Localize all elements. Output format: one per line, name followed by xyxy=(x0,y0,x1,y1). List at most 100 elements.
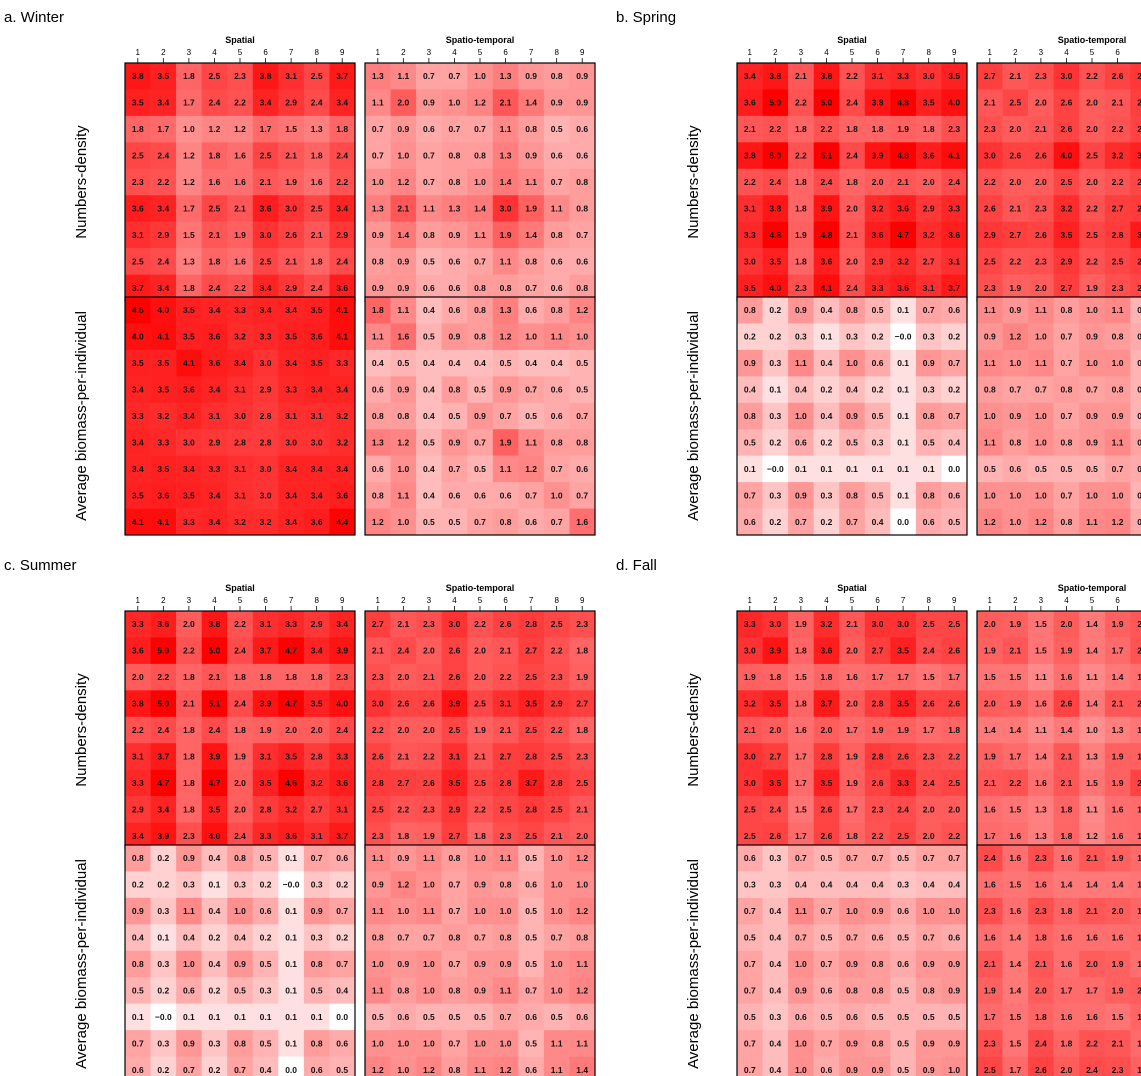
cell-value-label: 0.7 xyxy=(744,490,756,500)
cell-value-label: 1.9 xyxy=(1086,283,1098,293)
heatmap-cell xyxy=(543,429,570,456)
heatmap-cell xyxy=(762,508,789,536)
heatmap-cell xyxy=(252,168,279,196)
heatmap-cell xyxy=(864,716,891,744)
heatmap-cell xyxy=(390,716,417,744)
heatmap-cell xyxy=(125,690,151,718)
cell-value-label: 0.9 xyxy=(1009,305,1021,315)
cell-value-label: 1.1 xyxy=(500,464,512,474)
cell-value-label: 1.8 xyxy=(336,124,348,134)
cell-value-label: 3.3 xyxy=(157,437,169,447)
cell-value-label: 2.1 xyxy=(551,831,563,841)
heatmap-cell xyxy=(365,1003,391,1031)
cell-value-label: 4.0 xyxy=(948,98,960,108)
heatmap-cell xyxy=(839,769,866,797)
column-tick-label: 2 xyxy=(401,48,406,57)
heatmap-cell xyxy=(227,950,254,978)
heatmap-cell xyxy=(788,871,814,899)
cell-value-label: 0.9 xyxy=(525,151,537,161)
heatmap-cell xyxy=(1130,455,1141,483)
cell-value-label: 0.8 xyxy=(372,933,384,943)
cell-value-label: 3.0 xyxy=(744,646,756,656)
heatmap-cell xyxy=(569,743,596,770)
heatmap-cell xyxy=(278,508,305,536)
heatmap-cell xyxy=(492,323,519,351)
heatmap-cell xyxy=(176,977,202,1004)
cell-value-label: 1.7 xyxy=(846,725,858,735)
heatmap-cell xyxy=(915,924,942,952)
cell-value-label: 0.5 xyxy=(872,490,884,500)
cell-value-label: 3.0 xyxy=(500,203,512,213)
cell-value-label: 2.2 xyxy=(234,619,246,629)
heatmap-cell xyxy=(416,690,442,718)
cell-value-label: 1.8 xyxy=(260,672,272,682)
cell-value-label: 0.2 xyxy=(744,332,756,342)
cell-value-label: 2.3 xyxy=(984,124,996,134)
cell-value-label: 2.4 xyxy=(209,725,221,735)
cell-value-label: 0.1 xyxy=(897,358,909,368)
cell-value-label: 1.6 xyxy=(1009,853,1021,863)
cell-value-label: 2.5 xyxy=(209,203,221,213)
cell-value-label: 0.9 xyxy=(846,1065,858,1075)
cell-value-label: 1.7 xyxy=(1137,831,1141,841)
heatmap-cell xyxy=(467,429,494,456)
cell-value-label: 1.6 xyxy=(397,332,409,342)
heatmap-cell xyxy=(915,663,942,691)
heatmap-cell xyxy=(492,455,519,483)
cell-value-label: 0.4 xyxy=(423,490,435,500)
cell-value-label: 0.8 xyxy=(1061,517,1073,527)
heatmap-cell xyxy=(278,897,305,925)
heatmap-cell xyxy=(303,950,330,978)
heatmap-cell xyxy=(252,455,279,483)
cell-value-label: 0.7 xyxy=(551,464,563,474)
heatmap-cell xyxy=(788,248,814,275)
heatmap-cell xyxy=(303,845,330,872)
cell-value-label: 0.5 xyxy=(1137,411,1141,421)
cell-value-label: 0.7 xyxy=(449,124,461,134)
cell-value-label: 1.4 xyxy=(1112,880,1124,890)
heatmap-cell xyxy=(467,221,494,249)
cell-value-label: 3.7 xyxy=(821,699,833,709)
cell-value-label: 1.7 xyxy=(846,804,858,814)
heatmap-cell xyxy=(201,924,228,952)
heatmap-cell xyxy=(1002,195,1029,222)
heatmap-cell xyxy=(1002,63,1029,90)
cell-value-label: 1.8 xyxy=(474,831,486,841)
cell-value-label: 0.1 xyxy=(132,1012,144,1022)
cell-value-label: 2.0 xyxy=(1061,619,1073,629)
heatmap-cell xyxy=(737,690,763,718)
cell-value-label: 1.6 xyxy=(984,880,996,890)
heatmap-cell xyxy=(492,168,519,196)
cell-value-label: 2.3 xyxy=(1035,203,1047,213)
heatmap-cell xyxy=(1053,89,1080,117)
cell-value-label: 1.9 xyxy=(1009,699,1021,709)
cell-value-label: 0.7 xyxy=(1061,332,1073,342)
heatmap-cell xyxy=(441,195,468,222)
cell-value-label: 0.5 xyxy=(897,933,909,943)
heatmap-cell xyxy=(813,482,840,509)
cell-value-label: 1.1 xyxy=(372,853,384,863)
cell-value-label: 3.3 xyxy=(209,464,221,474)
cell-value-label: 3.2 xyxy=(234,517,246,527)
heatmap-cell xyxy=(788,402,814,430)
cell-value-label: 0.6 xyxy=(821,1065,833,1075)
heatmap-cell xyxy=(227,248,254,275)
heatmap-cell xyxy=(1053,743,1080,770)
cell-value-label: 1.0 xyxy=(234,906,246,916)
cell-value-label: 1.0 xyxy=(576,880,588,890)
row-group-label: Numbers-density xyxy=(73,673,90,787)
cell-value-label: 1.7 xyxy=(872,672,884,682)
cell-value-label: 3.8 xyxy=(821,71,833,81)
cell-value-label: 1.5 xyxy=(1009,880,1021,890)
cell-value-label: 0.7 xyxy=(948,853,960,863)
cell-value-label: 4.7 xyxy=(897,230,909,240)
heatmap-cell xyxy=(303,221,330,249)
heatmap-cell xyxy=(278,429,305,456)
heatmap-cell xyxy=(762,115,789,143)
heatmap-cell xyxy=(1028,142,1054,170)
cell-value-label: 1.6 xyxy=(1035,880,1047,890)
cell-value-label: 3.6 xyxy=(744,98,756,108)
heatmap-cell xyxy=(303,743,330,770)
cell-value-label: 0.5 xyxy=(923,1012,935,1022)
cell-value-label: 2.9 xyxy=(923,203,935,213)
